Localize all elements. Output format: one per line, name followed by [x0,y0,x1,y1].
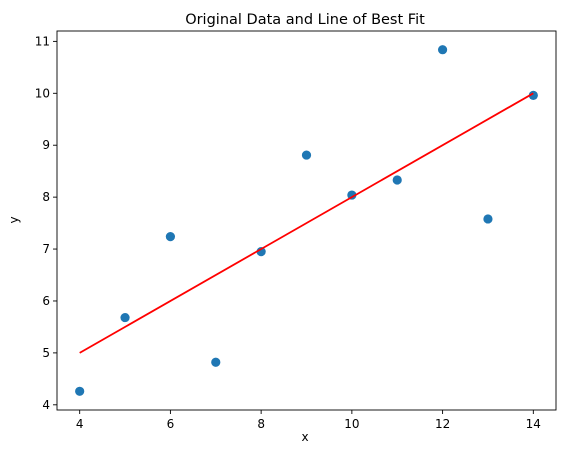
x-tick-label: 8 [257,417,265,431]
y-tick-label: 8 [42,190,50,204]
y-axis-ticks: 4 5 6 7 8 9 10 11 [35,34,57,412]
x-tick-label: 14 [526,417,541,431]
axes-frame [56,30,557,411]
best-fit-line [79,92,534,354]
data-point [437,45,448,55]
y-tick-label: 5 [42,346,50,360]
y-axis-label: y [7,216,21,223]
x-tick-label: 4 [76,417,84,431]
data-point [528,90,538,100]
y-tick-label: 4 [42,398,50,412]
x-tick-label: 6 [167,417,175,431]
x-tick-label: 10 [344,417,359,431]
plot-area [75,45,538,396]
y-tick-label: 11 [35,34,50,48]
y-tick-label: 6 [42,294,50,308]
x-axis-label: x [301,430,308,444]
data-point [211,357,221,367]
y-tick-label: 10 [35,86,50,100]
data-point [347,190,357,200]
data-point [120,312,130,323]
y-tick-label: 9 [42,138,50,152]
data-point [392,175,402,185]
y-tick-label: 7 [42,242,50,256]
data-point [75,386,85,396]
data-point [301,150,312,160]
x-tick-label: 12 [435,417,450,431]
data-point [483,214,493,224]
x-axis-ticks: 4 6 8 10 12 14 [76,410,541,431]
chart-title: Original Data and Line of Best Fit [185,12,425,28]
data-point [165,231,176,242]
